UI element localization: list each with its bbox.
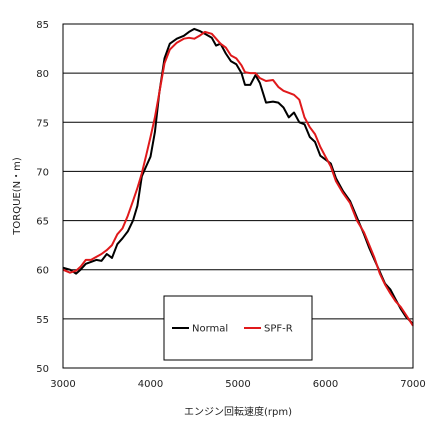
- y-tick-label-50: 50: [36, 364, 49, 375]
- y-tick-label-55: 55: [36, 315, 49, 326]
- x-tick-labels: 3000 4000 5000 6000 7000: [50, 379, 425, 390]
- x-axis-title: エンジン回転速度(rpm): [184, 405, 292, 418]
- series-line-spf-r: [62, 30, 414, 327]
- y-tick-labels: 50 55 60 65 70 75 80 85: [36, 20, 49, 375]
- x-tick-label-3000: 3000: [50, 379, 75, 390]
- y-axis-title: TORQUE(N・m): [12, 157, 23, 236]
- y-tick-label-85: 85: [36, 20, 49, 31]
- legend-box: [163, 295, 313, 361]
- legend-label-normal: Normal: [192, 324, 228, 335]
- legend: Normal SPF-R: [163, 295, 313, 361]
- legend-label-spf-r: SPF-R: [264, 324, 293, 335]
- plot-area-frame: [62, 23, 414, 369]
- series-lines: [62, 27, 414, 327]
- grid-lines: [63, 72, 413, 320]
- y-tick-label-60: 60: [36, 266, 49, 277]
- y-tick-label-80: 80: [36, 69, 49, 80]
- x-tick-label-5000: 5000: [225, 379, 250, 390]
- y-tick-label-75: 75: [36, 118, 49, 129]
- y-tick-label-65: 65: [36, 217, 49, 228]
- x-tick-label-7000: 7000: [400, 379, 425, 390]
- y-tick-label-70: 70: [36, 167, 49, 178]
- x-tick-label-6000: 6000: [313, 379, 338, 390]
- x-tick-label-4000: 4000: [138, 379, 163, 390]
